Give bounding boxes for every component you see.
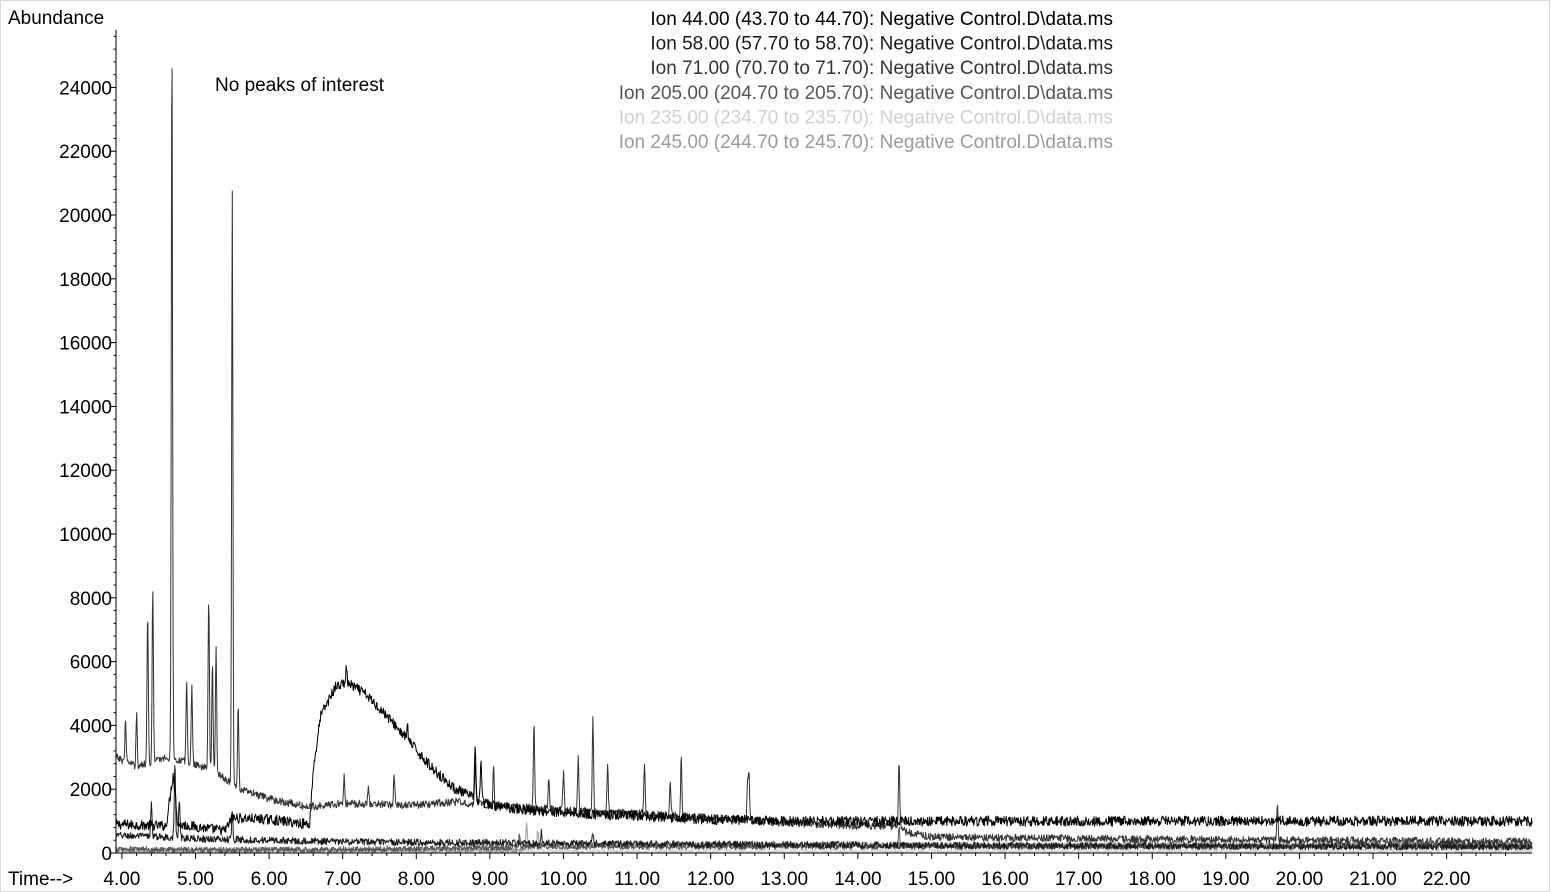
y-tick-label: 16000 [59,334,112,355]
x-tick-label: 4.00 [103,869,140,890]
legend-entry: Ion 235.00 (234.70 to 235.70): Negative … [619,107,1113,128]
annotation-no-peaks: No peaks of interest [215,75,385,96]
series-line-1 [115,765,1533,851]
x-tick-label: 22.00 [1423,869,1471,890]
x-tick-label: 15.00 [908,869,956,890]
x-tick-label: 21.00 [1349,869,1397,890]
x-tick-label: 7.00 [324,869,361,890]
x-tick-label: 6.00 [251,869,288,890]
x-tick-label: 14.00 [834,869,882,890]
legend-entry: Ion 71.00 (70.70 to 71.70): Negative Con… [650,58,1113,79]
legend-entry: Ion 58.00 (57.70 to 58.70): Negative Con… [650,34,1113,55]
x-tick-label: 11.00 [614,869,660,890]
x-tick-label: 12.00 [687,869,735,890]
x-axis-label: Time--> [8,869,73,890]
legend: Ion 44.00 (43.70 to 44.70): Negative Con… [619,9,1113,153]
y-ticks: 0 2000 4000 6000 8000 10000 12000 14000 16000 180… [59,35,116,865]
axes-layer [115,30,1532,854]
x-tick-label: 13.00 [760,869,808,890]
y-tick-label: 0 [101,844,112,865]
legend-entry: Ion 205.00 (204.70 to 205.70): Negative … [619,83,1113,104]
series-layer [115,68,1533,854]
y-tick-label: 12000 [59,461,112,482]
legend-entry: Ion 44.00 (43.70 to 44.70): Negative Con… [650,9,1113,30]
y-tick-label: 22000 [59,142,112,163]
x-tick-label: 8.00 [398,869,435,890]
series-line-0 [115,664,1533,836]
x-tick-label: 16.00 [981,869,1029,890]
y-tick-label: 20000 [59,206,112,227]
y-tick-label: 4000 [70,716,112,737]
y-tick-label: 18000 [59,270,112,291]
legend-entry: Ion 245.00 (244.70 to 245.70): Negative … [619,132,1113,153]
x-tick-label: 10.00 [540,869,588,890]
y-tick-label: 10000 [59,525,112,546]
x-tick-label: 19.00 [1202,869,1250,890]
x-tick-label: 9.00 [471,869,508,890]
y-axis-label: Abundance [8,8,104,29]
x-tick-label: 17.00 [1055,869,1103,890]
y-tick-label: 14000 [59,397,112,418]
x-tick-label: 18.00 [1128,869,1176,890]
x-ticks: 4.00 5.00 6.00 7.00 8.00 9.00 10.00 11.00 12.00 1… [103,853,1507,890]
x-tick-label: 5.00 [177,869,214,890]
x-tick-label: 20.00 [1276,869,1324,890]
y-tick-label: 24000 [59,78,112,99]
y-tick-label: 8000 [70,589,112,610]
y-tick-label: 2000 [70,780,112,801]
y-tick-label: 6000 [70,653,112,674]
